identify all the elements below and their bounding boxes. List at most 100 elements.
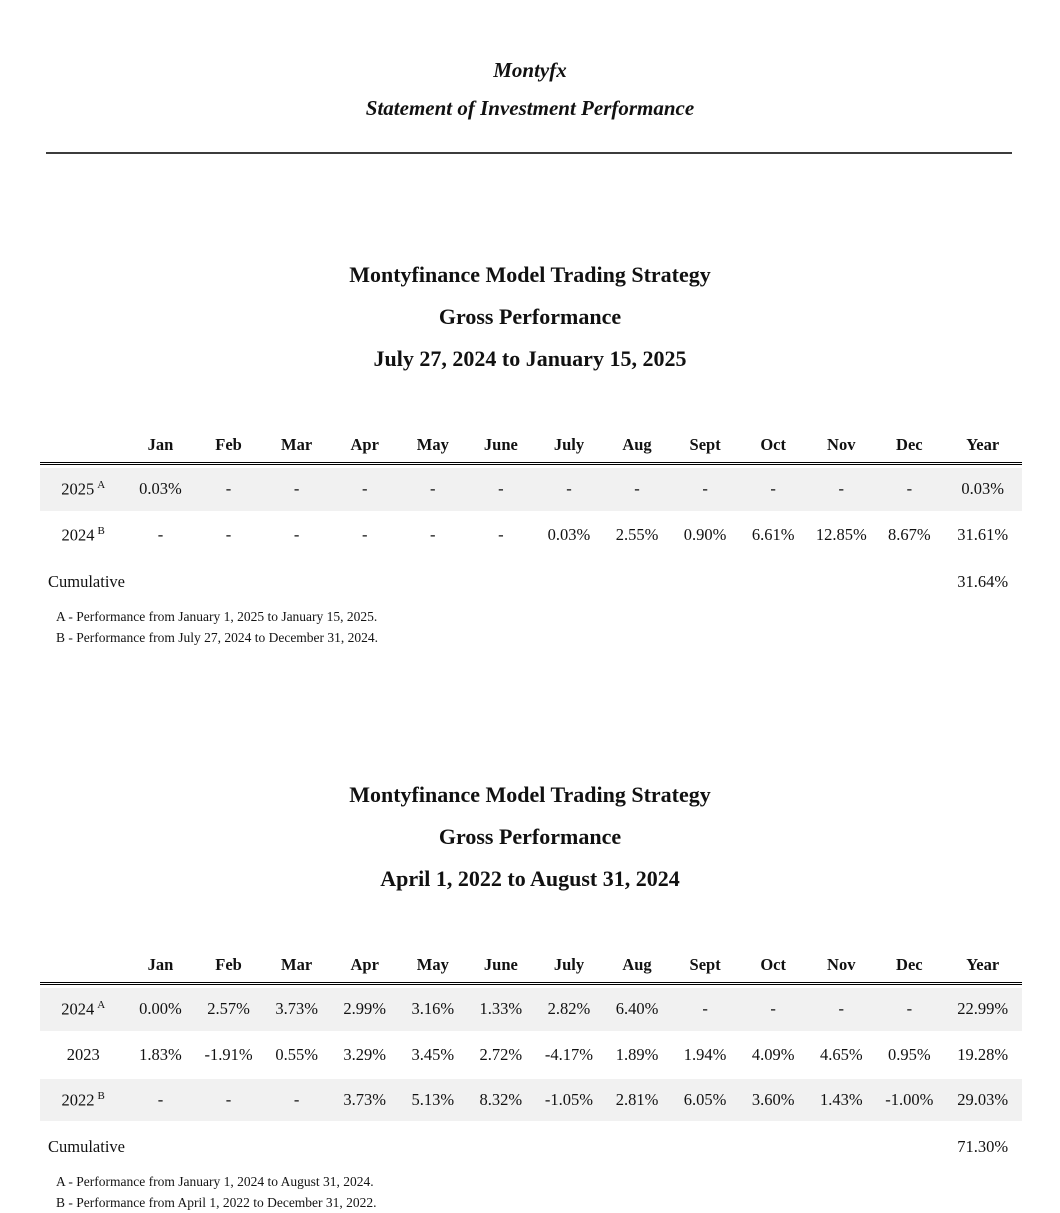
value-cell: 2.72% — [479, 1044, 523, 1064]
section-2-footnotes: A - Performance from January 1, 2024 to … — [56, 1171, 1060, 1213]
value-cell: - — [739, 988, 808, 1031]
section-1-title: Montyfinance Model Trading Strategy Gros… — [0, 254, 1060, 380]
value-cell: - — [262, 1078, 331, 1121]
footnote-b: B - Performance from April 1, 2022 to De… — [56, 1195, 377, 1210]
footnote-reference: B — [97, 524, 105, 537]
value-cell: 0.03% — [943, 468, 1022, 511]
section-1-title-strategy: Montyfinance Model Trading Strategy — [349, 262, 711, 287]
column-header-oct: Oct — [739, 433, 808, 465]
footnote-reference: A — [97, 479, 106, 491]
footnote-a: A - Performance from January 1, 2025 to … — [56, 609, 378, 624]
column-header-dec: Dec — [875, 953, 944, 985]
column-header-feb: Feb — [194, 953, 263, 985]
year-row-2024: 2024 B - - - - - - 0.03% 2.55% 0.90% 6.61% 12.85% 8.6… — [40, 514, 1022, 557]
value-cell: 2.82% — [534, 988, 603, 1031]
column-header-july: July — [534, 953, 603, 985]
section-1-footnotes: A - Performance from January 1, 2025 to … — [56, 606, 1060, 648]
value-cell: 3.29% — [343, 1044, 387, 1064]
table-header-row: Jan Feb Mar Apr May June July Aug Sept Oct Nov Dec Y… — [40, 953, 1022, 985]
year-row-2022: 2022 B - - -3.73% 5.13% 8.32% -1.05% 2.81% 6.05% 3… — [40, 1078, 1022, 1121]
value-cell: 0.95% — [888, 1044, 931, 1064]
column-header-mar: Mar — [262, 433, 331, 465]
row-label-header — [40, 953, 127, 985]
value-cell: 1.83% — [139, 1044, 182, 1064]
value-cell: 5.13% — [398, 1078, 467, 1121]
doc-subtitle: Statement of Investment Performance — [365, 96, 695, 120]
value-cell: 8.32% — [466, 1078, 535, 1121]
value-cell: - — [293, 524, 300, 544]
value-cell: 19.28% — [957, 1044, 1009, 1064]
value-cell: - — [534, 468, 603, 511]
document-header: Montyfx Statement of Investment Performa… — [0, 56, 1060, 122]
value-cell: 0.00% — [126, 988, 195, 1031]
cumulative-value: 31.64% — [957, 572, 1009, 591]
section-2-title-strategy: Montyfinance Model Trading Strategy — [349, 782, 711, 807]
value-cell: 29.03% — [943, 1078, 1022, 1121]
column-header-jan: Jan — [126, 953, 195, 985]
column-header-may: May — [398, 433, 467, 465]
cumulative-row: Cumulative 71.30% — [40, 1124, 1022, 1161]
year-row-2024: 2024 A 0.00% 2.57% 3.73% 2.99% 3.16% 1.33% 2.82%… — [40, 988, 1022, 1031]
column-header-year: Year — [943, 433, 1022, 465]
value-cell: 3.60% — [739, 1078, 808, 1121]
column-header-apr: Apr — [330, 433, 399, 465]
value-cell: 2.57% — [194, 988, 263, 1031]
header-divider-rule — [46, 152, 1012, 154]
performance-table-1: Jan Feb Mar Apr May June July Aug Sept Oct Nov Dec Y… — [40, 430, 1022, 599]
section-1-title-daterange: July 27, 2024 to January 15, 2025 — [373, 346, 687, 371]
column-header-aug: Aug — [602, 433, 672, 465]
value-cell: 1.89% — [615, 1044, 659, 1064]
value-cell: - — [498, 524, 504, 544]
value-cell: - — [671, 468, 740, 511]
cumulative-label: Cumulative — [48, 572, 125, 591]
column-header-may: May — [398, 953, 467, 985]
performance-section-1: Montyfinance Model Trading Strategy Gros… — [0, 254, 1060, 648]
value-cell: 12.85% — [815, 524, 867, 544]
value-cell: 3.73% — [330, 1078, 399, 1121]
column-header-year: Year — [943, 953, 1022, 985]
value-cell: -1.00% — [875, 1078, 944, 1121]
value-cell: 6.05% — [671, 1078, 740, 1121]
column-header-aug: Aug — [602, 953, 672, 985]
value-cell: - — [875, 468, 944, 511]
value-cell: - — [466, 468, 535, 511]
footnote-b: B - Performance from July 27, 2024 to De… — [56, 630, 379, 645]
value-cell: 3.16% — [398, 988, 467, 1031]
performance-table-2: Jan Feb Mar Apr May June July Aug Sept Oct Nov Dec Y… — [40, 950, 1022, 1164]
doc-title: Montyfx — [493, 58, 567, 82]
row-label: 2025 A — [40, 468, 127, 511]
column-header-june: June — [466, 433, 535, 465]
footnote-reference: B — [97, 1089, 105, 1102]
value-cell: 2.81% — [602, 1078, 672, 1121]
value-cell: -1.05% — [534, 1078, 603, 1121]
column-header-nov: Nov — [807, 433, 876, 465]
value-cell: - — [430, 524, 436, 544]
cumulative-row: Cumulative 31.64% — [40, 559, 1022, 596]
value-cell: 8.67% — [888, 524, 931, 544]
value-cell: 1.43% — [807, 1078, 876, 1121]
value-cell: 0.03% — [547, 524, 591, 544]
footnote-reference: A — [97, 999, 106, 1011]
value-cell: 31.61% — [957, 524, 1009, 544]
value-cell: 4.65% — [819, 1044, 863, 1064]
value-cell: - — [398, 468, 467, 511]
column-header-nov: Nov — [807, 953, 876, 985]
cumulative-value: 71.30% — [957, 1137, 1009, 1156]
column-header-sept: Sept — [671, 953, 740, 985]
value-cell: 0.03% — [126, 468, 195, 511]
value-cell: - — [157, 524, 164, 544]
row-label: 2024 B — [61, 524, 105, 545]
section-1-title-performance: Gross Performance — [438, 304, 622, 329]
value-cell: - — [194, 468, 263, 511]
column-header-mar: Mar — [262, 953, 331, 985]
value-cell: 6.61% — [751, 524, 795, 544]
column-header-apr: Apr — [330, 953, 399, 985]
value-cell: 0.55% — [275, 1044, 318, 1064]
section-2-title-daterange: April 1, 2022 to August 31, 2024 — [380, 866, 680, 891]
cumulative-label: Cumulative — [48, 1137, 125, 1156]
column-header-oct: Oct — [739, 953, 808, 985]
row-label: 2022 B — [40, 1078, 127, 1121]
footnote-a: A - Performance from January 1, 2024 to … — [56, 1174, 374, 1189]
value-cell: 1.33% — [466, 988, 535, 1031]
value-cell: -4.17% — [544, 1044, 593, 1064]
